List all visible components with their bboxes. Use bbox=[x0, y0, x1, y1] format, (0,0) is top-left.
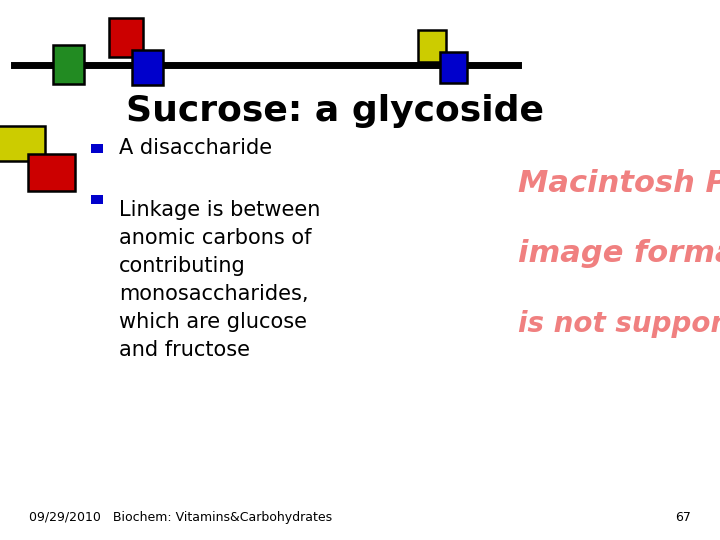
Bar bbox=[0, 125, 45, 160]
Bar bbox=[91, 144, 103, 153]
Bar bbox=[109, 18, 143, 57]
Bar bbox=[53, 45, 84, 84]
Text: image format: image format bbox=[518, 239, 720, 268]
Bar bbox=[418, 30, 446, 62]
Text: 09/29/2010   Biochem: Vitamins&Carbohydrates: 09/29/2010 Biochem: Vitamins&Carbohydrat… bbox=[29, 511, 332, 524]
Text: A disaccharide: A disaccharide bbox=[119, 138, 272, 159]
Text: is not supported: is not supported bbox=[518, 310, 720, 338]
Text: Sucrose: a glycoside: Sucrose: a glycoside bbox=[126, 94, 544, 127]
Bar bbox=[28, 154, 75, 191]
Text: 67: 67 bbox=[675, 511, 691, 524]
Bar bbox=[91, 195, 103, 204]
Text: Macintosh PICT: Macintosh PICT bbox=[518, 169, 720, 198]
Bar bbox=[440, 52, 467, 83]
Bar bbox=[132, 50, 163, 85]
Text: Linkage is between
anomic carbons of
contributing
monosaccharides,
which are glu: Linkage is between anomic carbons of con… bbox=[119, 200, 320, 360]
